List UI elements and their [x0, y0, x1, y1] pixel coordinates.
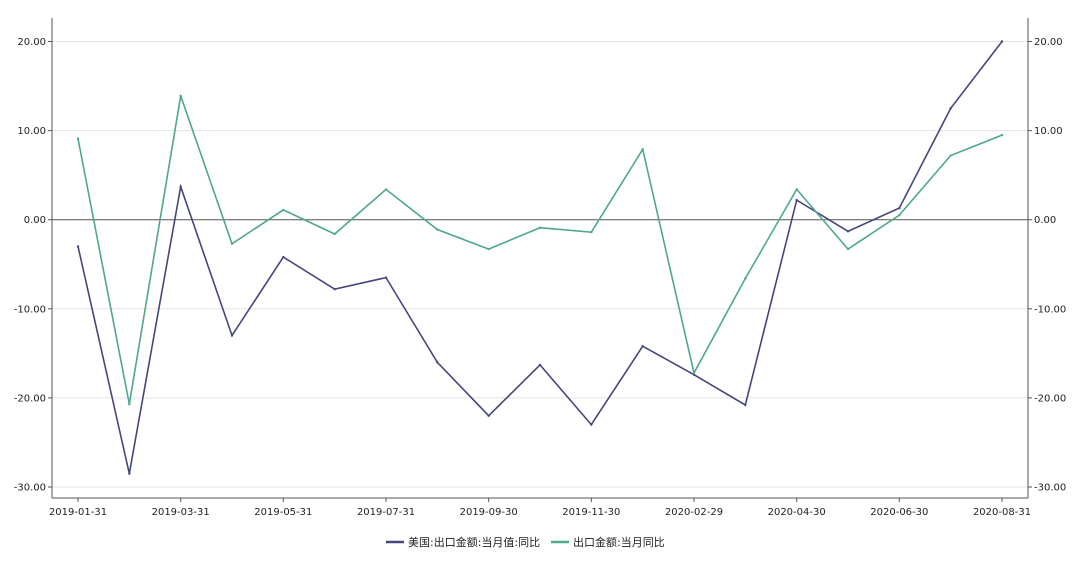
data-point-series-2: [744, 277, 747, 280]
data-point-series-1: [538, 363, 542, 367]
y-tick-label-right: -10.00: [1034, 304, 1066, 315]
x-tick-label: 2020-02-29: [665, 507, 723, 518]
data-point-series-1: [949, 107, 952, 110]
grid-lines: [52, 41, 1028, 488]
y-tick-label-right: 10.00: [1034, 126, 1063, 137]
legend-label-2: 出口金额:当月同比: [573, 535, 665, 549]
data-point-series-2: [179, 94, 182, 98]
data-point-series-1: [590, 423, 593, 426]
data-point-series-1: [436, 361, 439, 364]
data-point-series-1: [487, 414, 490, 417]
data-point-series-2: [384, 188, 388, 191]
data-point-series-2: [282, 208, 285, 212]
data-point-series-1: [230, 334, 234, 337]
data-point-series-2: [692, 371, 696, 375]
data-point-series-1: [384, 276, 388, 279]
y-tick-label-right: -30.00: [1034, 483, 1066, 494]
data-point-series-2: [641, 148, 644, 151]
x-tick-label: 2019-11-30: [562, 507, 620, 518]
x-tick-label: 2019-07-31: [357, 507, 415, 518]
data-point-series-1: [898, 206, 901, 210]
y-tick-label-left: 10.00: [17, 126, 46, 137]
x-tick-label: 2020-04-30: [768, 507, 826, 518]
data-point-series-2: [128, 402, 131, 406]
data-point-series-2: [846, 247, 850, 251]
series-line-1: [77, 41, 1003, 474]
data-point-series-1: [76, 245, 80, 248]
data-point-series-1: [1000, 40, 1004, 43]
series-lines: [76, 40, 1004, 475]
data-point-series-2: [590, 230, 593, 234]
x-tick-label: 2019-05-31: [254, 507, 312, 518]
y-tick-label-left: -30.00: [14, 483, 46, 494]
x-tick-label: 2020-06-30: [870, 507, 928, 518]
data-point-series-1: [795, 198, 798, 202]
y-tick-label-right: 20.00: [1034, 37, 1063, 48]
data-point-series-2: [76, 137, 80, 140]
x-tick-label: 2020-08-31: [973, 507, 1031, 518]
data-point-series-1: [333, 287, 336, 291]
x-tick-label: 2019-09-30: [460, 507, 518, 518]
y-tick-label-right: -20.00: [1034, 393, 1066, 404]
axes: 20.00 20.00 10.00 10.00 0.00 0.00 -10.00 -10.00…: [14, 18, 1066, 518]
data-point-series-1: [128, 472, 131, 475]
x-tick-label: 2019-01-31: [49, 507, 107, 518]
data-point-series-1: [282, 255, 285, 259]
legend-label-1: 美国:出口金额:当月值:同比: [408, 535, 540, 549]
y-tick-label-right: 0.00: [1034, 215, 1056, 226]
data-point-series-1: [744, 403, 747, 407]
x-tick-label: 2019-03-31: [152, 507, 210, 518]
y-tick-label-left: 20.00: [17, 37, 46, 48]
data-point-series-2: [538, 226, 542, 229]
data-point-series-2: [436, 228, 439, 231]
y-tick-label-left: -10.00: [14, 304, 46, 315]
data-point-series-2: [949, 154, 952, 157]
legend: 美国:出口金额:当月值:同比 出口金额:当月同比: [386, 535, 665, 549]
data-point-series-2: [487, 247, 490, 251]
y-tick-label-left: -20.00: [14, 393, 46, 404]
data-point-series-2: [1000, 133, 1004, 137]
data-point-series-1: [846, 230, 850, 233]
data-point-series-2: [898, 214, 901, 217]
y-tick-label-left: 0.00: [24, 215, 46, 226]
data-point-series-2: [333, 232, 336, 236]
data-point-series-1: [179, 185, 182, 188]
series-line-2: [77, 95, 1003, 405]
data-point-series-1: [692, 373, 696, 376]
data-point-series-2: [795, 188, 798, 191]
data-point-series-1: [641, 345, 644, 348]
data-point-series-2: [230, 242, 234, 245]
